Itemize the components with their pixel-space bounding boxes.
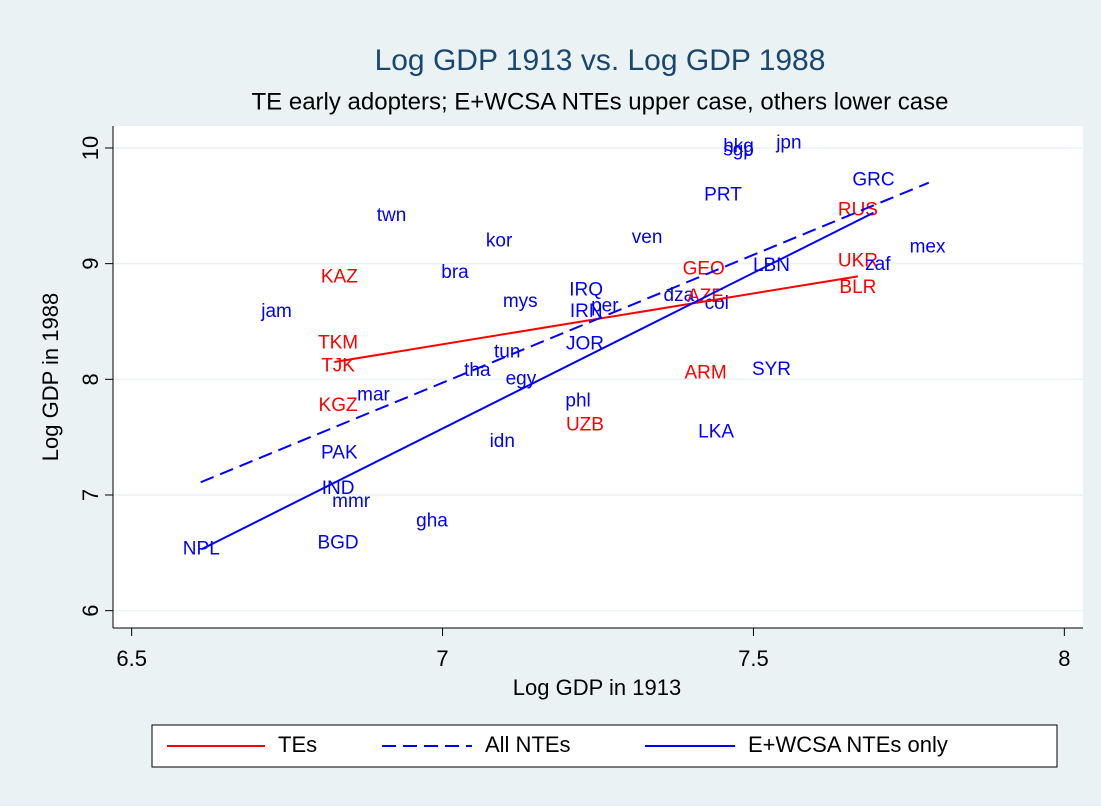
point-label: SYR (752, 359, 791, 380)
point-label: hkg (723, 136, 754, 157)
point-label: phl (565, 390, 590, 411)
y-tick-label: 9 (78, 258, 103, 270)
point-label: ven (632, 227, 663, 248)
x-tick-label: 7.5 (738, 646, 769, 671)
point-label: jam (260, 301, 292, 322)
point-label: sgp (723, 139, 754, 160)
chart-title: Log GDP 1913 vs. Log GDP 1988 (375, 44, 826, 77)
point-label: BLR (839, 277, 876, 298)
point-label: LKA (698, 422, 734, 443)
legend-label: E+WCSA NTEs only (748, 732, 948, 757)
point-label: jpn (775, 132, 801, 153)
chart-subtitle: TE early adopters; E+WCSA NTEs upper cas… (252, 88, 949, 115)
legend-label: All NTEs (485, 732, 571, 757)
point-label: egy (506, 368, 537, 389)
point-label: BGD (317, 533, 358, 554)
point-label: KAZ (321, 267, 358, 288)
point-label: UKR (838, 250, 878, 271)
legend-label: TEs (278, 732, 317, 757)
point-label: IND (322, 478, 355, 499)
point-label: mar (357, 385, 390, 406)
legend (151, 724, 1058, 768)
point-label: bra (441, 262, 469, 283)
point-label: idn (490, 431, 515, 452)
fit-line (200, 211, 874, 551)
point-label: dza (664, 285, 695, 306)
y-tick-label: 6 (78, 605, 103, 617)
x-tick-label: 8 (1058, 646, 1070, 671)
y-tick-label: 7 (78, 489, 103, 501)
x-axis-title: Log GDP in 1913 (513, 675, 681, 700)
point-label: per (591, 295, 619, 316)
point-label: PRT (704, 184, 742, 205)
y-tick-label: 8 (78, 373, 103, 385)
point-label: PAK (321, 442, 358, 463)
plot-area (113, 126, 1083, 628)
point-label: mmr (332, 491, 371, 512)
point-label: mys (503, 291, 538, 312)
point-label: UZB (566, 415, 604, 436)
fit-line (200, 181, 930, 484)
point-label: kor (486, 231, 513, 252)
point-label: GRC (852, 169, 894, 190)
point-label: tun (494, 342, 520, 363)
point-label: mex (910, 236, 946, 257)
point-label: KGZ (319, 395, 358, 416)
y-axis-title: Log GDP in 1988 (38, 293, 63, 461)
point-label: zaf (865, 254, 891, 275)
point-label: tha (464, 360, 491, 381)
point-label: JOR (566, 334, 604, 355)
point-label: ARM (684, 363, 726, 384)
point-label: IRN (570, 301, 603, 322)
x-tick-label: 7 (436, 646, 448, 671)
y-tick-label: 10 (78, 136, 103, 160)
point-label: TKM (318, 332, 358, 353)
point-label: gha (416, 511, 448, 532)
point-label: GEO (683, 258, 725, 279)
x-tick-label: 6.5 (116, 646, 147, 671)
point-label: twn (377, 205, 407, 226)
point-label: IRQ (569, 279, 603, 300)
